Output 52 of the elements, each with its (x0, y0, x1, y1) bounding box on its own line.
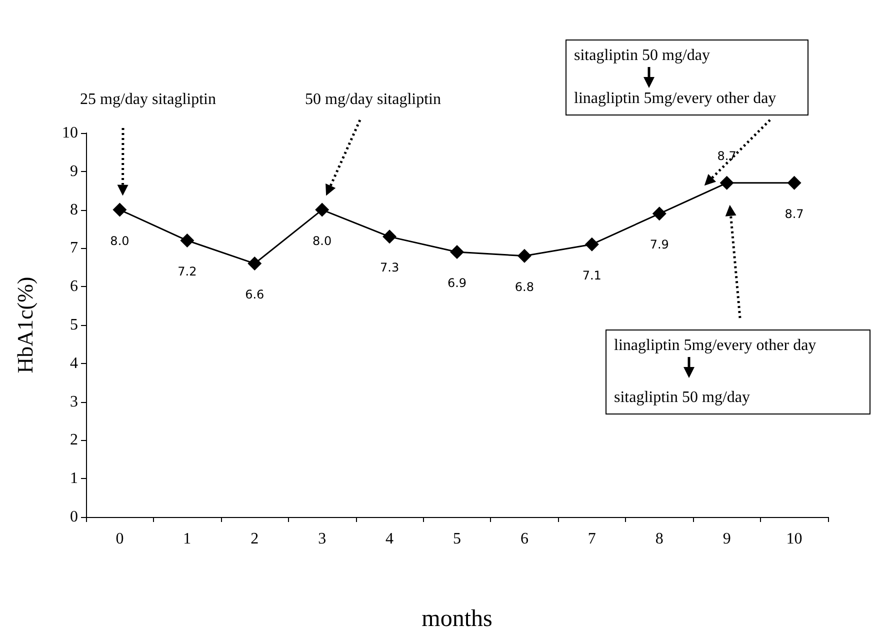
point (584, 237, 599, 252)
data-label: 7.3 (380, 260, 400, 275)
x-axis-title: months (422, 606, 492, 632)
y-tick-label: 3 (70, 393, 78, 410)
x-tick-label: 3 (318, 530, 326, 548)
x-tick-label: 7 (588, 530, 596, 548)
text: sitagliptin 50 mg/day (574, 47, 710, 64)
y-tick-label: 6 (70, 278, 78, 296)
y-tick-label: 9 (70, 162, 78, 180)
point (517, 248, 532, 263)
y-tick-label: 7 (70, 240, 78, 257)
x-tick-label: 0 (116, 530, 124, 548)
y-tick-label: 0 (70, 508, 78, 526)
x-tick-label: 10 (786, 530, 802, 548)
data-label: 8.0 (312, 234, 332, 248)
point (180, 234, 194, 248)
y-tick-label: 2 (70, 432, 78, 449)
data-label: 6.6 (245, 288, 264, 302)
y-tick-label: 10 (62, 124, 78, 142)
y-tick-label: 5 (70, 316, 78, 334)
data-label: 7.1 (582, 268, 602, 282)
y-tick-label: 4 (70, 354, 78, 372)
data-label: 7.9 (650, 238, 669, 252)
annotation: sitagliptin 50 mg/day (614, 389, 750, 406)
y-tick-label: 8 (70, 201, 78, 218)
x-tick-label: 9 (722, 530, 731, 548)
x-tick-label: 6 (520, 530, 528, 548)
point (787, 176, 802, 190)
text: linagliptin 5mg/every other day (574, 90, 776, 107)
x-tick-label: 8 (655, 530, 664, 548)
point (652, 206, 666, 221)
point (112, 202, 127, 217)
data-label: 8.7 (784, 206, 804, 221)
y-tick-label: 1 (70, 470, 78, 488)
text: 25 mg/day sitagliptin (80, 91, 216, 108)
data-label: 7.2 (178, 264, 197, 279)
data-label: 8.0 (110, 234, 130, 248)
point (450, 245, 464, 260)
annotation: linagliptin 5mg/every other day (614, 337, 816, 354)
text: 50 mg/day sitagliptin (305, 91, 441, 108)
x-tick-label: 4 (386, 530, 394, 548)
data-label: 6.9 (447, 276, 467, 290)
point (382, 230, 397, 244)
data-label: 6.8 (514, 280, 534, 294)
x-tick-label: 1 (183, 530, 192, 548)
x-tick-label: 5 (453, 530, 461, 548)
x-tick-label: 2 (250, 530, 259, 548)
point (315, 202, 330, 217)
point (720, 176, 734, 190)
point (248, 256, 262, 271)
y-axis-title: HbA1c(%) (12, 276, 38, 374)
data-label: 8.7 (717, 148, 736, 163)
